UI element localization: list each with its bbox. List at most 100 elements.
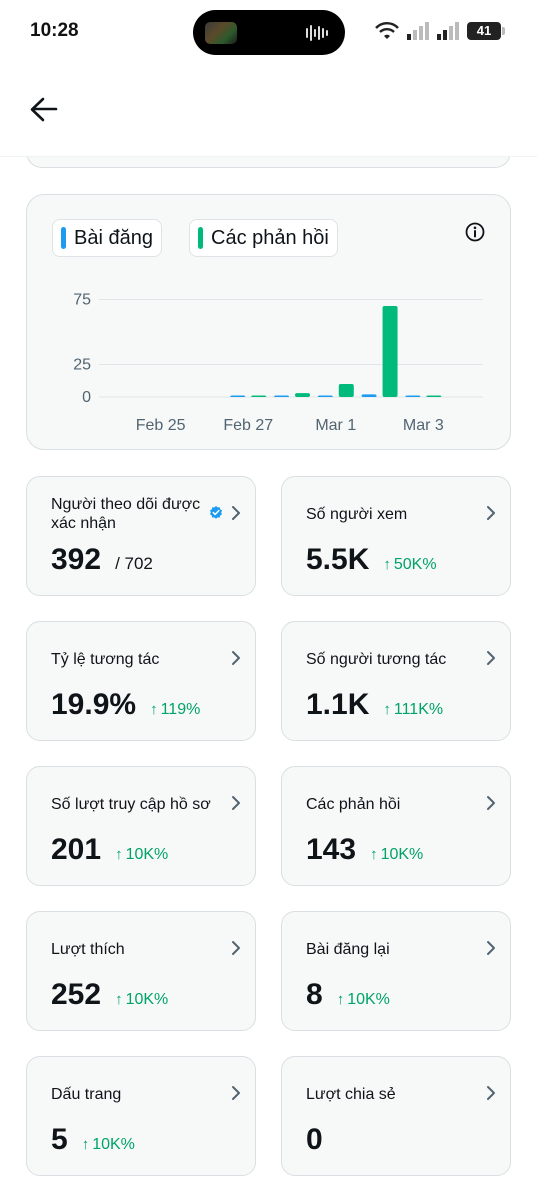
posts-bar [230,395,246,397]
stat-card-shares[interactable]: Lượt chia sẻ 0 [281,1056,511,1176]
arrow-up-icon: ↑ [81,1136,90,1153]
replies-bar [295,393,310,397]
info-icon[interactable] [464,221,486,243]
replies-bar [251,395,267,397]
stat-change-value: 119% [160,700,201,718]
stat-change: ↑ 111K% [383,701,443,719]
stat-change: ↑ 10K% [82,1136,135,1154]
stat-value: 201 [51,833,102,866]
wifi-icon [375,22,399,39]
stat-value: 5.5K [306,543,370,576]
stat-value-row: 19.9% ↑ 119% [51,688,200,722]
stat-change-value: 10K% [125,845,169,863]
signal-icon [407,22,429,40]
stat-value-row: 5 ↑ 10K% [51,1123,135,1157]
arrow-up-icon: ↑ [115,846,123,863]
chevron-right-icon [232,506,240,520]
stat-change: ↑ 10K% [115,991,168,1009]
stat-card-replies[interactable]: Các phản hồi 143 ↑ 10K% [281,766,511,886]
stat-value: 5 [51,1123,68,1156]
stat-change-value: 10K% [125,990,169,1008]
arrow-up-icon: ↑ [383,701,391,718]
status-time: 10:28 [30,20,79,41]
stat-label: Số người tương tác [306,651,447,668]
posts-bar [274,395,289,397]
stat-change: ↑ 10K% [115,846,168,864]
chevron-right-icon [232,796,240,810]
arrow-up-icon: ↑ [383,556,391,573]
stat-change: ↑ 10K% [370,846,423,864]
stat-card-viewers[interactable]: Số người xem 5.5K ↑ 50K% [281,476,511,596]
legend-replies[interactable]: Các phản hồi [189,219,338,257]
stat-change-value: 111K% [393,700,444,718]
stat-value-row: 0 [306,1123,323,1157]
stat-label: Lượt chia sẻ [306,1086,396,1103]
stat-card-verified-followers[interactable]: Người theo dõi được xác nhận 392 / 702 [26,476,256,596]
stat-value: 19.9% [51,688,137,721]
stat-value-row: 8 ↑ 10K% [306,978,390,1012]
stat-label: Dấu trang [51,1086,122,1103]
chevron-right-icon [487,1086,495,1100]
header-divider [0,156,537,157]
replies-bar [426,395,442,397]
legend-posts-swatch [61,227,66,249]
stat-card-engaged-users[interactable]: Số người tương tác 1.1K ↑ 111K% [281,621,511,741]
stat-card-engagement-rate[interactable]: Tỷ lệ tương tác 19.9% ↑ 119% [26,621,256,741]
y-tick-label: 0 [82,389,91,406]
stat-card-reposts[interactable]: Bài đăng lại 8 ↑ 10K% [281,911,511,1031]
chevron-right-icon [232,651,240,665]
x-tick-label: Mar 3 [403,417,444,434]
arrow-left-icon [30,97,58,122]
y-tick-label: 25 [73,357,91,374]
x-tick-label: Feb 25 [136,417,186,434]
stat-total: / 702 [115,554,153,573]
x-tick-label: Mar 1 [315,417,356,434]
status-bar: 10:28 41 [0,0,537,64]
x-tick-label: Feb 27 [223,417,273,434]
chevron-right-icon [487,796,495,810]
stat-change: ↑ 10K% [337,991,390,1009]
legend-replies-swatch [198,227,203,249]
stat-label: Các phản hồi [306,796,401,813]
stat-change: ↑ 50K% [383,556,436,574]
chevron-right-icon [232,1086,240,1100]
bar-chart: 0 25 75 Feb 25 Feb 27 Mar 1 Mar 3 [73,292,483,434]
stat-value-row: 201 ↑ 10K% [51,833,168,867]
audio-wave-icon [306,25,328,41]
arrow-up-icon: ↑ [115,991,123,1008]
verified-badge-icon [210,506,222,519]
arrow-up-icon: ↑ [370,846,378,863]
chevron-right-icon [487,651,495,665]
stat-card-bookmarks[interactable]: Dấu trang 5 ↑ 10K% [26,1056,256,1176]
y-tick-label: 75 [73,292,91,309]
stat-value-row: 143 ↑ 10K% [306,833,423,867]
legend-posts-label: Bài đăng [74,226,153,249]
chart-card: Bài đăng Các phản hồi 0 25 75 Feb 25 Feb 27 M… [26,194,511,450]
stat-value-row: 1.1K ↑ 111K% [306,688,443,722]
stat-label: Bài đăng lại [306,941,390,958]
stat-label: Lượt thích [51,941,125,958]
stat-label: Người theo dõi được xác nhận [51,496,201,532]
chevron-right-icon [487,506,495,520]
posts-bar [361,394,377,397]
chevron-right-icon [232,941,240,955]
stat-value: 252 [51,978,102,1011]
stat-change-value: 50K% [393,555,437,573]
replies-bar [338,384,354,397]
replies-bar [382,306,398,397]
stat-card-likes[interactable]: Lượt thích 252 ↑ 10K% [26,911,256,1031]
stat-value: 392 [51,543,102,576]
stat-value: 143 [306,833,357,866]
chevron-right-icon [487,941,495,955]
legend-posts[interactable]: Bài đăng [52,219,162,257]
dynamic-island[interactable] [193,10,345,55]
stat-value-row: 5.5K ↑ 50K% [306,543,437,577]
stat-card-profile-visits[interactable]: Số lượt truy cập hồ sơ 201 ↑ 10K% [26,766,256,886]
stat-value-row: 392 / 702 [51,543,153,577]
stat-label: Số lượt truy cập hồ sơ [51,796,211,813]
legend-replies-label: Các phản hồi [211,226,329,249]
stat-label: Tỷ lệ tương tác [51,651,160,668]
posts-bar [405,395,421,397]
back-button[interactable] [26,92,62,128]
stat-value: 1.1K [306,688,370,721]
